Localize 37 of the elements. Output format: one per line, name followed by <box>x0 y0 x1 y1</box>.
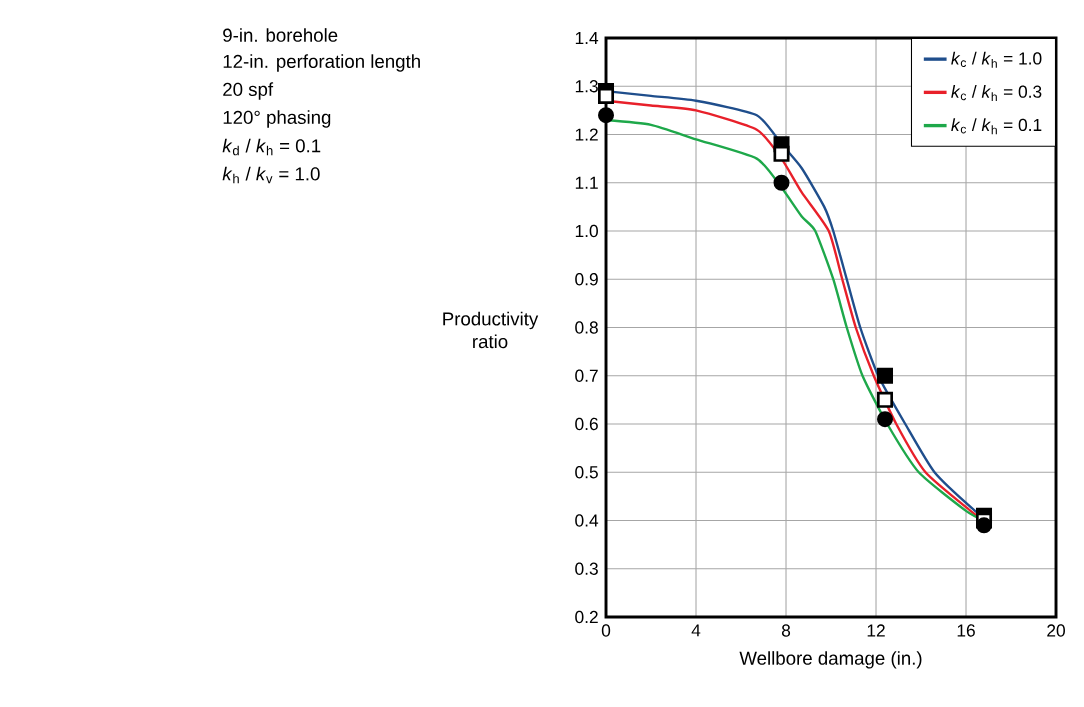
legend-label: k$_{c}$ / k$_{h}$ = 0.1 <box>951 118 1042 135</box>
legend-label: k$_{c}$ / k$_{h}$ = 1.0 <box>951 51 1042 68</box>
point <box>877 391 894 408</box>
text: k$_{d}$ / k$_{h}$ = 0.1 <box>222 138 321 156</box>
point <box>598 107 615 124</box>
text: 20 spf <box>223 82 274 100</box>
text: 9-in. borehole <box>223 28 338 42</box>
x-tick-label: 12 <box>867 624 885 637</box>
y-tick-label: 1.4 <box>575 32 599 44</box>
y-tick-label: 0.7 <box>575 369 598 382</box>
x-tick-label: 8 <box>781 624 791 637</box>
point <box>877 411 894 428</box>
y-tick-label: 0.2 <box>575 610 598 624</box>
y-tick-label: 1.0 <box>575 224 598 238</box>
y-tick-label: 0.6 <box>575 417 598 431</box>
point <box>877 367 894 384</box>
text: 120° phasing <box>223 110 331 128</box>
y-tick-label: 0.4 <box>575 514 599 527</box>
x-axis-title: Wellbore damage (in.) <box>739 651 922 669</box>
y-tick-label: 0.8 <box>575 321 598 334</box>
y-tick-label: 0.3 <box>575 562 598 575</box>
y-tick-label: 0.9 <box>575 273 598 286</box>
y-tick-label: 1.3 <box>575 80 598 93</box>
text: k$_{h}$ / k$_{v}$ = 1.0 <box>222 166 320 184</box>
x-tick-label: 0 <box>601 624 611 637</box>
legend-label: k$_{c}$ / k$_{h}$ = 0.3 <box>951 85 1042 101</box>
x-tick-label: 16 <box>957 624 975 637</box>
y-tick-label: 1.2 <box>575 128 598 141</box>
point <box>773 174 790 191</box>
y-tick-label: 0.5 <box>575 466 598 479</box>
x-tick-label: 4 <box>691 624 701 637</box>
y-tick-label: 1.1 <box>575 176 598 189</box>
y-axis-title: Productivity ratio <box>443 311 539 349</box>
point <box>773 145 790 162</box>
text: 12-in. perforation length <box>223 54 420 72</box>
x-tick-label: 20 <box>1047 624 1065 637</box>
point <box>976 517 993 534</box>
